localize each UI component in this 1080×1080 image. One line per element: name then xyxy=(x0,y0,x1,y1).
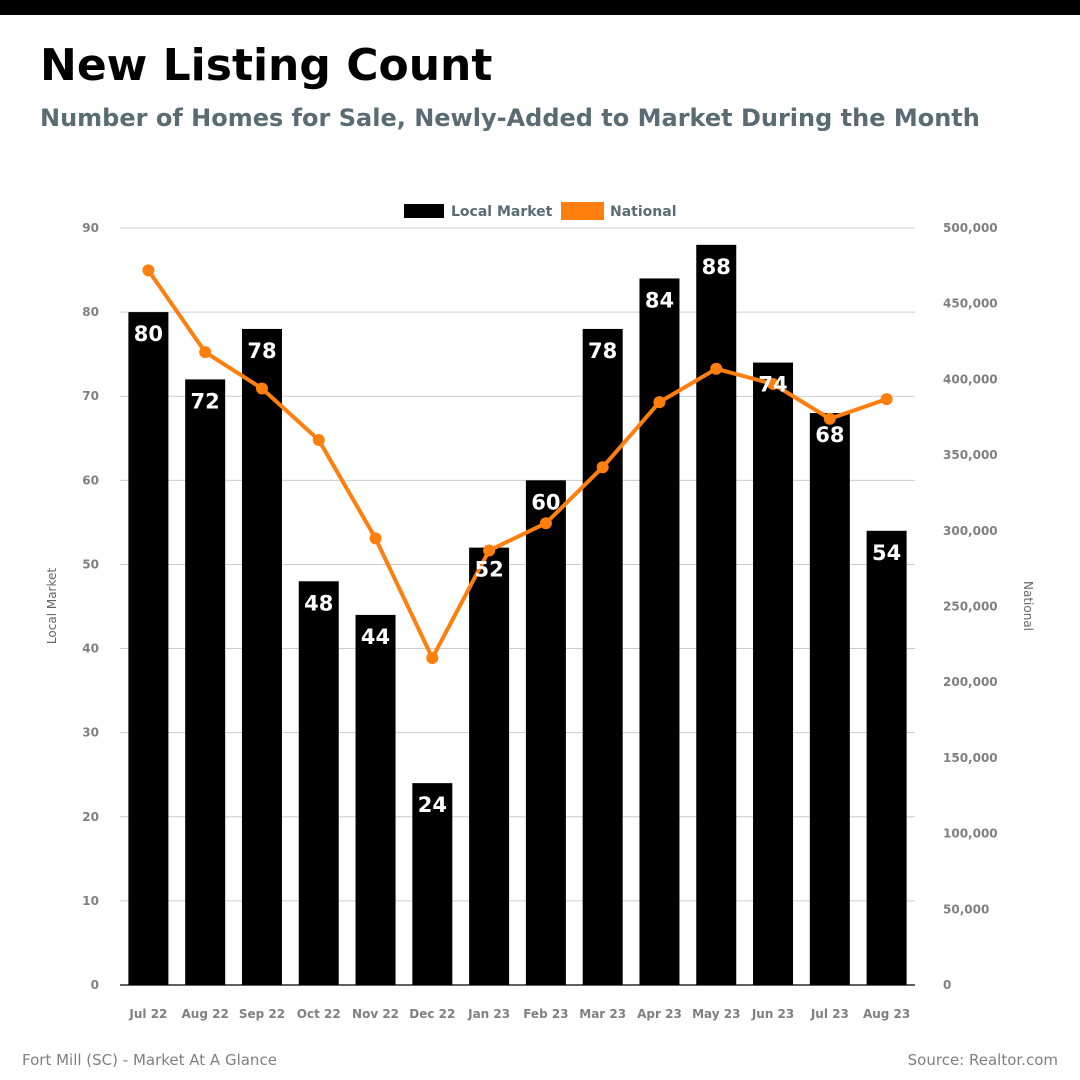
y-tick-label-right: 250,000 xyxy=(943,600,998,614)
bar-local-market xyxy=(128,312,169,986)
grid-lines xyxy=(120,227,915,902)
national-line xyxy=(146,269,888,660)
y-tick-label-right: 50,000 xyxy=(943,902,989,916)
bar-value-label: 88 xyxy=(702,255,731,279)
y-tick-label-left: 30 xyxy=(82,726,99,740)
bar-local-market xyxy=(696,244,737,986)
x-tick-label: Oct 22 xyxy=(297,1007,341,1021)
x-tick-label: Apr 23 xyxy=(637,1007,682,1021)
bar-local-market xyxy=(469,547,510,985)
national-point xyxy=(539,517,552,530)
bar-local-market xyxy=(355,614,396,985)
chart-subtitle: Number of Homes for Sale, Newly-Added to… xyxy=(40,104,980,132)
bar-value-label: 60 xyxy=(531,490,560,514)
y-tick-label-right: 450,000 xyxy=(943,297,998,311)
national-point xyxy=(653,396,666,409)
data-labels: 80 72 78 48 44 24 52 60 78 84 88 74 68 54 xyxy=(134,255,901,817)
x-tick-label: Mar 23 xyxy=(579,1007,626,1021)
line-series-national xyxy=(142,264,893,664)
bar-value-label: 74 xyxy=(758,373,787,397)
y-tick-label-left: 60 xyxy=(82,473,99,487)
y-tick-label-left: 10 xyxy=(82,894,99,908)
bar-local-market xyxy=(639,278,680,985)
national-point xyxy=(426,651,439,664)
national-point xyxy=(199,346,212,359)
legend-label-national: National xyxy=(610,204,677,220)
national-point xyxy=(880,393,893,406)
y-tick-label-left: 0 xyxy=(91,978,99,992)
x-tick-label: Jul 23 xyxy=(810,1007,849,1021)
axes: 0 10 20 30 40 50 60 70 80 90 0 50,000 100,000 150,000… xyxy=(45,221,1035,1021)
bar-value-label: 80 xyxy=(134,322,163,346)
y-tick-label-left: 20 xyxy=(82,810,99,824)
national-point xyxy=(710,362,723,375)
bar-local-market xyxy=(809,413,850,985)
bar-value-label: 54 xyxy=(872,541,901,565)
x-tick-label: Nov 22 xyxy=(352,1007,399,1021)
national-point xyxy=(312,433,325,446)
bar-value-label: 78 xyxy=(588,339,617,363)
bar-local-market xyxy=(298,581,339,985)
y-tick-label-right: 300,000 xyxy=(943,524,998,538)
bar-local-market xyxy=(185,379,226,985)
y-tick-label-left: 40 xyxy=(82,642,99,656)
national-point xyxy=(142,264,155,277)
y-tick-label-right: 350,000 xyxy=(943,448,998,462)
footer-market-label: Fort Mill (SC) - Market At A Glance xyxy=(22,1051,277,1069)
legend-label-local-market: Local Market xyxy=(451,204,553,220)
bar-local-market xyxy=(525,480,566,985)
national-point xyxy=(767,377,780,390)
bar-value-label: 24 xyxy=(418,793,447,817)
bar-local-market xyxy=(582,328,623,985)
y-tick-label-right: 0 xyxy=(943,978,951,992)
legend-swatch-national xyxy=(561,202,604,220)
bar-value-label: 68 xyxy=(815,423,844,447)
x-tick-label: Dec 22 xyxy=(409,1007,455,1021)
y-tick-label-left: 90 xyxy=(82,221,99,235)
bar-local-market xyxy=(866,530,907,985)
x-tick-label: Jun 23 xyxy=(751,1007,794,1021)
national-point xyxy=(369,532,382,545)
legend-swatch-local-market xyxy=(404,204,444,218)
x-tick-label: Aug 22 xyxy=(182,1007,229,1021)
national-point xyxy=(255,382,268,395)
y-tick-label-left: 80 xyxy=(82,305,99,319)
x-tick-label: Feb 23 xyxy=(523,1007,568,1021)
bar-value-label: 48 xyxy=(304,591,333,615)
bar-series-local-market xyxy=(128,244,907,986)
y-tick-label-right: 500,000 xyxy=(943,221,998,235)
bar-value-label: 44 xyxy=(361,625,390,649)
y-tick-label-left: 50 xyxy=(82,557,99,571)
national-point xyxy=(483,544,496,557)
national-point xyxy=(596,461,609,474)
x-tick-label: May 23 xyxy=(692,1007,740,1021)
y-tick-label-right: 400,000 xyxy=(943,372,998,386)
bar-value-label: 84 xyxy=(645,288,674,312)
x-tick-label: Sep 22 xyxy=(239,1007,285,1021)
bar-local-market xyxy=(753,362,794,986)
x-tick-label: Aug 23 xyxy=(863,1007,910,1021)
bar-value-label: 78 xyxy=(247,339,276,363)
chart-title: New Listing Count xyxy=(40,40,493,91)
y-axis-title-left: Local Market xyxy=(45,568,59,644)
bar-local-market xyxy=(412,783,453,985)
bar-value-label: 52 xyxy=(474,558,503,582)
top-bar xyxy=(0,0,1080,15)
y-tick-label-right: 100,000 xyxy=(943,827,998,841)
x-tick-label: Jan 23 xyxy=(467,1007,510,1021)
y-tick-label-right: 200,000 xyxy=(943,675,998,689)
y-tick-label-right: 150,000 xyxy=(943,751,998,765)
bar-value-label: 72 xyxy=(191,389,220,413)
national-point xyxy=(823,412,836,425)
y-axis-title-right: National xyxy=(1021,581,1035,631)
y-tick-label-left: 70 xyxy=(82,389,99,403)
footer-source: Source: Realtor.com xyxy=(907,1051,1058,1069)
x-tick-label: Jul 22 xyxy=(128,1007,167,1021)
legend: Local Market National xyxy=(404,202,677,220)
bar-local-market xyxy=(241,328,282,985)
